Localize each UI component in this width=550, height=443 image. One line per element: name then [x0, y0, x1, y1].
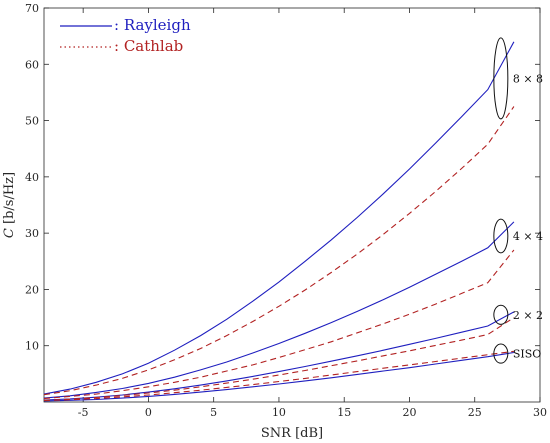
- group-ellipse: [493, 304, 509, 325]
- x-tick-label: 30: [533, 406, 547, 419]
- series-line-rayleigh-88: [43, 41, 515, 395]
- group-label: 8 × 8: [513, 72, 543, 85]
- x-tick-label: 25: [468, 406, 482, 419]
- legend-label-rayleigh: : Rayleigh: [114, 16, 191, 34]
- x-tick-label: 5: [210, 406, 217, 419]
- series-line-rayleigh-44: [43, 221, 515, 399]
- axes: -5 0 5 10 15 20 25 30 10 20 30 40 50 60 70: [25, 2, 547, 419]
- x-tick-label: 15: [337, 406, 351, 419]
- series-layer: [43, 41, 515, 402]
- y-tick-label: 60: [25, 58, 39, 71]
- group-label: SISO: [513, 348, 541, 361]
- series-line-cathlab-44: [43, 249, 515, 400]
- y-axis-label: C [b/s/Hz]: [2, 172, 17, 238]
- x-tick-label: 0: [145, 406, 152, 419]
- y-tick-label: 40: [25, 171, 39, 184]
- series-line-cathlab-88: [43, 106, 515, 396]
- y-axis-label-symbol: C: [2, 228, 17, 238]
- plot-frame: [43, 7, 541, 403]
- group-ellipse: [493, 37, 509, 120]
- y-tick-label: 70: [25, 2, 39, 15]
- series-line-rayleigh-22: [43, 311, 515, 401]
- group-ellipse: [493, 343, 509, 364]
- group-label: 4 × 4: [513, 230, 543, 243]
- series-line-cathlab-siso: [43, 350, 514, 402]
- group-label: 2 × 2: [513, 309, 543, 322]
- legend: : Rayleigh : Cathlab: [60, 16, 191, 55]
- legend-label-cathlab: : Cathlab: [114, 37, 183, 55]
- x-tick-label: 10: [272, 406, 286, 419]
- y-tick-label: 30: [25, 227, 39, 240]
- y-tick-label: 10: [25, 340, 39, 353]
- x-tick-label: 20: [402, 406, 416, 419]
- y-tick-label: 20: [25, 283, 39, 296]
- group-ellipse: [493, 218, 509, 254]
- x-tick-label: -5: [78, 406, 89, 419]
- group-annotations: 8 × 8 4 × 4 2 × 2 SISO: [493, 37, 543, 364]
- x-axis-label: SNR [dB]: [261, 426, 323, 441]
- series-line-cathlab-22: [43, 317, 515, 401]
- y-axis-label-unit: [b/s/Hz]: [2, 172, 17, 228]
- y-tick-label: 50: [25, 115, 39, 128]
- series-line-rayleigh-siso: [43, 351, 514, 402]
